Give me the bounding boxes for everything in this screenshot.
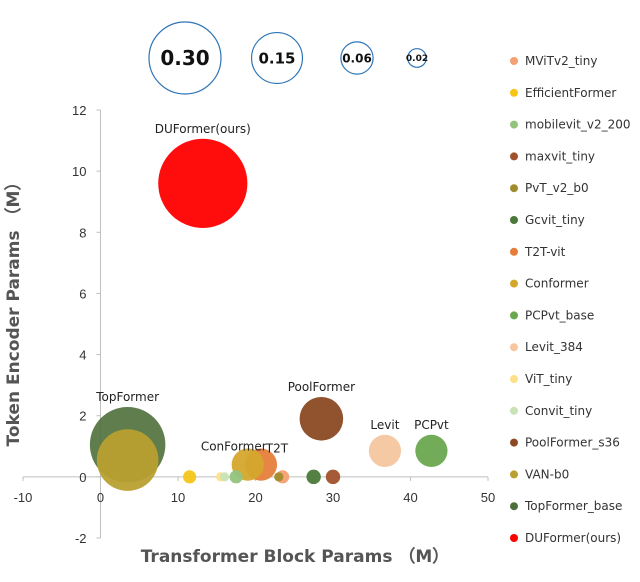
bubble-mobilevit-v2-200	[229, 470, 243, 484]
x-tick-label: -10	[14, 490, 33, 505]
bubble-annotation: DUFormer(ours)	[155, 122, 251, 136]
x-tick-label: 50	[481, 490, 495, 505]
legend-entry-label: Gcvit_tiny	[525, 213, 585, 227]
legend-entry-label: VAN-b0	[525, 467, 569, 481]
legend-entry-label: PCPvt_base	[525, 308, 594, 322]
bubble-gcvit-tiny	[306, 469, 321, 485]
bubble-levit-384	[368, 434, 402, 467]
bubble-pvt-v2-b0	[274, 472, 284, 482]
bubble-annotation: T2T	[265, 442, 289, 456]
y-tick-label: 0	[79, 470, 86, 485]
bubble-maxvit-tiny	[325, 469, 341, 485]
bubble-duformer-ours-	[158, 138, 248, 228]
legend-entry-label: MViTv2_tiny	[525, 54, 597, 68]
legend-marker	[510, 375, 518, 383]
bubble-pcpvt-base	[415, 434, 448, 467]
size-legend-label: 0.06	[342, 51, 372, 65]
legend-entry-label: Conformer	[525, 277, 589, 291]
bubble-efficientformer	[183, 470, 197, 484]
legend-marker	[510, 311, 518, 320]
legend-entry-label: ViT_tiny	[525, 372, 572, 386]
y-tick-label: -2	[75, 531, 87, 546]
legend-marker	[510, 470, 518, 479]
y-tick-label: 10	[72, 164, 86, 179]
legend-entry-label: PvT_v2_b0	[525, 181, 589, 195]
size-legend-label: 0.02	[406, 54, 428, 64]
legend-entry-label: mobilevit_v2_200	[525, 118, 630, 132]
y-tick-label: 8	[79, 225, 86, 240]
legend-marker	[510, 88, 518, 97]
legend-entry-label: Convit_tiny	[525, 404, 592, 418]
x-tick-label: 0	[97, 490, 104, 505]
legend-marker	[510, 279, 518, 288]
legend-entry-label: DUFormer(ours)	[525, 531, 621, 545]
axes: -10 0 10 20 30 40 50 -2 0 2 4 6 8 10 12	[14, 103, 496, 546]
legend-entry-label: Levit_384	[525, 340, 583, 354]
size-legend-circle	[407, 48, 427, 68]
x-tick-label: 40	[403, 490, 417, 505]
legend-marker	[510, 152, 518, 161]
legend-entry-label: PoolFormer_s36	[525, 436, 620, 450]
legend-marker	[510, 502, 518, 511]
legend-marker	[510, 120, 518, 129]
x-axis-title: Transformer Block Params （M）	[141, 546, 450, 567]
bubble-annotation: PCPvt	[414, 418, 449, 432]
x-tick-label: 20	[248, 490, 262, 505]
bubble-annotation: Levit	[370, 418, 399, 432]
bubble-convit-tiny	[219, 472, 230, 482]
size-legend-circle	[340, 41, 374, 75]
x-tick-label: 30	[326, 490, 340, 505]
legend-marker	[510, 534, 518, 542]
size-legend-label: 0.15	[258, 49, 295, 67]
legend-entry-label: EfficientFormer	[525, 86, 616, 100]
size-legend-circle	[250, 31, 304, 85]
bubble-annotation: PoolFormer	[288, 380, 355, 394]
legend-marker	[510, 216, 518, 224]
bubble-annotation: TopFormer	[95, 390, 159, 404]
legend-entry-label: TopFormer_base	[524, 499, 622, 513]
legend-marker	[510, 247, 518, 256]
legend-marker	[510, 438, 518, 447]
legend-marker	[510, 184, 518, 193]
x-tick-label: 10	[171, 490, 185, 505]
y-tick-label: 4	[79, 348, 86, 363]
bubble-van-b0	[96, 429, 159, 491]
legend-marker	[510, 57, 518, 65]
size-legend-label: 0.30	[160, 46, 209, 70]
legend-marker	[510, 343, 518, 352]
y-tick-label: 12	[72, 103, 86, 118]
series-legend: MViTv2_tiny EfficientFormer mobilevit_v2_2…	[510, 54, 630, 545]
legend-entry-label: maxvit_tiny	[525, 149, 595, 163]
bubble-annotation: ConFormer	[201, 440, 267, 454]
size-legend-circle	[148, 21, 222, 95]
y-axis-title: Token Encoder Params （M）	[3, 174, 24, 447]
legend-marker	[510, 406, 518, 415]
size-legend: 0.30 0.15 0.06 0.02	[148, 21, 428, 95]
bubble-poolformer-s36	[299, 396, 344, 441]
y-tick-label: 2	[79, 409, 86, 424]
y-tick-label: 6	[79, 286, 86, 301]
legend-entry-label: T2T-vit	[524, 245, 566, 259]
bubbles	[89, 138, 448, 491]
